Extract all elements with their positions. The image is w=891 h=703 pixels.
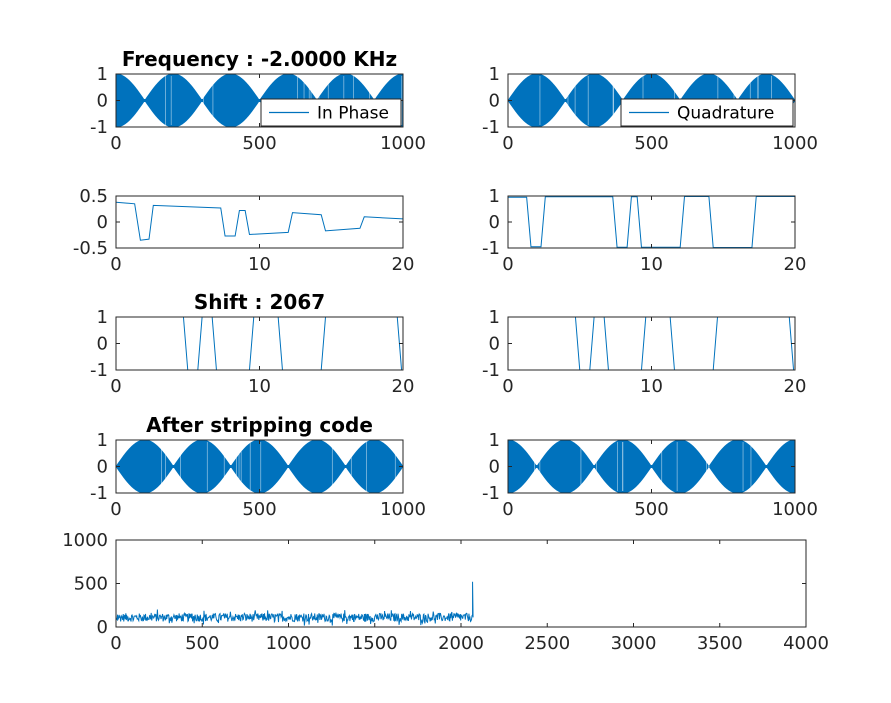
y-tick-label: -1 [482, 483, 500, 504]
y-tick-label: 0 [97, 212, 108, 233]
y-tick-label: 0 [97, 457, 108, 478]
x-tick-label: 3500 [697, 633, 743, 654]
data-series [508, 196, 795, 248]
y-tick-label: 0 [97, 91, 108, 112]
y-tick-label: 1 [489, 307, 500, 328]
data-series [116, 317, 403, 370]
x-tick-label: 500 [185, 633, 219, 654]
subplot-3: 0 10 200.50-0.5 [73, 186, 415, 275]
y-tick-label: 1 [489, 186, 500, 207]
x-tick-label: 0 [110, 633, 121, 654]
x-tick-label: 0 [502, 499, 513, 520]
y-tick-label: -1 [482, 360, 500, 381]
x-tick-label: 0 [110, 254, 121, 275]
subplot-title: Shift : 2067 [194, 290, 325, 314]
x-tick-label: 1000 [380, 133, 426, 154]
y-tick-label: 0 [97, 617, 108, 638]
x-tick-label: 2500 [524, 633, 570, 654]
x-tick-label: 20 [392, 376, 415, 397]
y-tick-label: 1 [97, 64, 108, 85]
x-tick-label: 0 [502, 133, 513, 154]
x-tick-label: 0 [502, 254, 513, 275]
y-tick-label: 0 [489, 212, 500, 233]
x-tick-label: 1000 [266, 633, 312, 654]
legend: Quadrature [620, 98, 794, 127]
y-tick-label: 1 [97, 307, 108, 328]
legend-label: In Phase [317, 104, 389, 124]
legend-label: Quadrature [677, 104, 774, 124]
x-tick-label: 20 [784, 254, 807, 275]
y-tick-label: 1 [489, 430, 500, 451]
x-tick-label: 500 [242, 133, 276, 154]
x-tick-label: 10 [640, 376, 663, 397]
envelope-series [508, 440, 795, 493]
data-series [116, 201, 403, 241]
x-tick-label: 1000 [772, 133, 818, 154]
y-tick-label: -1 [90, 117, 108, 138]
y-tick-label: 1 [489, 64, 500, 85]
y-tick-label: -1 [482, 117, 500, 138]
y-tick-label: 1 [97, 430, 108, 451]
x-tick-label: 2000 [438, 633, 484, 654]
envelope-series [116, 440, 403, 493]
x-tick-label: 0 [110, 376, 121, 397]
x-tick-label: 500 [242, 499, 276, 520]
x-tick-label: 1000 [380, 499, 426, 520]
x-tick-label: 500 [634, 499, 668, 520]
subplot-title: After stripping code [146, 413, 373, 437]
y-tick-label: -1 [482, 238, 500, 259]
x-tick-label: 0 [110, 499, 121, 520]
x-tick-label: 20 [784, 376, 807, 397]
data-series [508, 317, 795, 370]
y-tick-label: 500 [74, 574, 108, 595]
y-tick-label: -0.5 [73, 238, 108, 259]
x-tick-label: 4000 [783, 633, 829, 654]
subplot-9: 0 500 1000 1500 2000 2500 3000 3500 4000 1000 500 0 [62, 530, 829, 654]
y-tick-label: 0.5 [79, 186, 108, 207]
y-tick-label: 0 [489, 334, 500, 355]
x-tick-label: 1000 [772, 499, 818, 520]
y-tick-label: 1000 [62, 530, 108, 551]
x-tick-label: 20 [392, 254, 415, 275]
correlation-series [116, 581, 474, 626]
subplot-title: Frequency : -2.0000 KHz [122, 47, 397, 71]
x-tick-label: 3000 [611, 633, 657, 654]
x-tick-label: 10 [640, 254, 663, 275]
x-tick-label: 1500 [352, 633, 398, 654]
x-tick-label: 10 [248, 254, 271, 275]
y-tick-label: 0 [489, 457, 500, 478]
y-tick-label: -1 [90, 360, 108, 381]
y-tick-label: 0 [489, 91, 500, 112]
x-tick-label: 0 [110, 133, 121, 154]
y-tick-label: 0 [97, 334, 108, 355]
x-tick-label: 10 [248, 376, 271, 397]
legend: In Phase [260, 98, 402, 127]
x-tick-label: 500 [634, 133, 668, 154]
x-tick-label: 0 [502, 376, 513, 397]
y-tick-label: -1 [90, 483, 108, 504]
